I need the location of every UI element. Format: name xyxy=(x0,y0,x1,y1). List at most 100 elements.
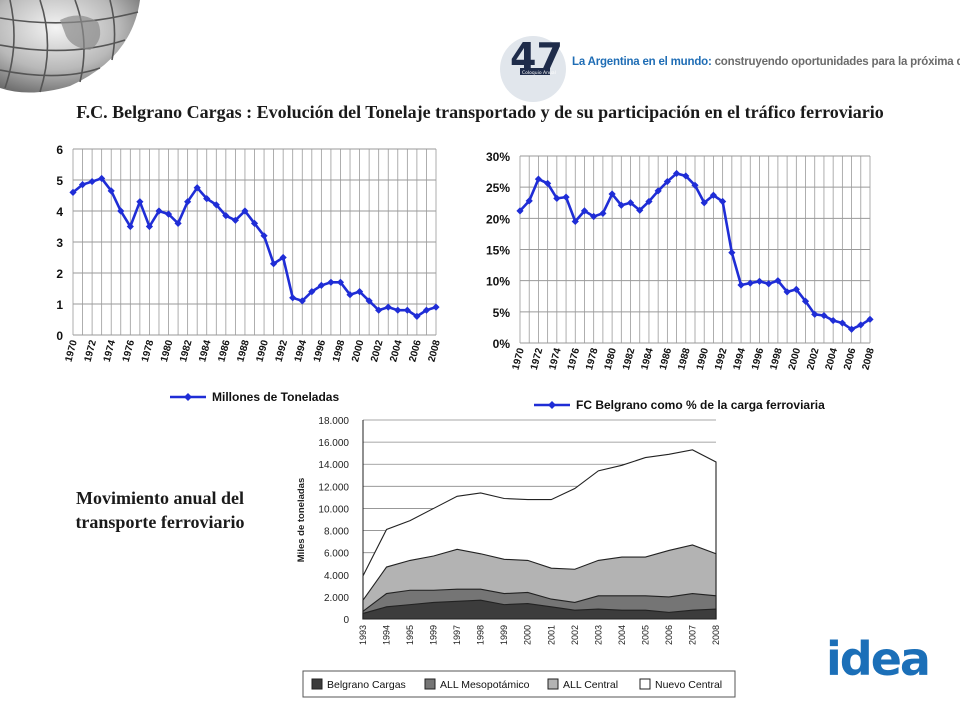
data-point xyxy=(422,306,431,314)
data-point xyxy=(346,291,354,299)
x-tick-label: 1980 xyxy=(159,339,175,364)
x-tick-label: 1992 xyxy=(713,347,729,372)
x-tick-label: 1998 xyxy=(331,339,347,364)
x-tick-label: 2003 xyxy=(593,625,603,645)
header-tagline: La Argentina en el mundo: construyendo o… xyxy=(572,56,960,68)
chart-movimiento-anual: 0 2.000 4.000 6.000 8.000 10.000 12.000 14.000 1… xyxy=(296,416,736,698)
area-band-1 xyxy=(362,599,717,620)
y-tick-label: 10% xyxy=(486,275,510,289)
x-tick-label: 2004 xyxy=(824,347,840,372)
x-tick-label: 1974 xyxy=(102,339,118,364)
x-tick-label: 1976 xyxy=(566,347,582,372)
data-point xyxy=(78,181,87,189)
y-tick-label: 25% xyxy=(486,181,510,195)
x-tick-label: 1972 xyxy=(83,339,99,364)
legend-label: ALL Central xyxy=(563,679,618,691)
data-point xyxy=(403,306,411,314)
data-point xyxy=(783,288,791,296)
data-point xyxy=(250,219,259,227)
x-tick-label: 2006 xyxy=(407,339,423,364)
legend-label: FC Belgrano como % de la carga ferroviar… xyxy=(576,398,825,412)
data-point xyxy=(355,288,364,296)
x-tick-label: 1980 xyxy=(603,347,619,372)
data-point xyxy=(203,195,211,203)
legend-marker xyxy=(548,401,556,409)
data-point xyxy=(562,193,570,201)
x-tick-label: 1997 xyxy=(452,625,462,645)
y-tick-label: 6 xyxy=(56,143,63,157)
data-point xyxy=(728,249,736,257)
tagline-rest: construyendo oportunidades para la próxi… xyxy=(714,56,960,68)
coloquio-47-logo-icon: 47 Coloquio Anual xyxy=(500,35,566,102)
x-tick-label: 1996 xyxy=(312,339,328,364)
data-point xyxy=(327,278,335,286)
data-point xyxy=(145,222,154,231)
x-tick-label: 1978 xyxy=(140,339,156,364)
globe-logo-icon xyxy=(0,0,140,93)
data-point xyxy=(682,172,690,180)
x-tick-label: 1993 xyxy=(358,625,368,645)
data-point xyxy=(829,316,837,325)
data-point xyxy=(654,187,662,195)
x-tick-label: 1970 xyxy=(511,347,527,372)
x-tick-label: 1984 xyxy=(197,339,213,364)
x-tick-label: 1972 xyxy=(529,347,545,372)
x-tick-label: 2004 xyxy=(388,339,404,364)
x-tick-label: 1996 xyxy=(750,347,766,372)
data-point xyxy=(193,184,201,192)
x-tick-label: 2000 xyxy=(523,625,533,645)
x-tick-label: 2006 xyxy=(664,625,674,645)
legend-label: Belgrano Cargas xyxy=(327,679,406,691)
x-tick-label: 1988 xyxy=(235,339,251,364)
y-tick-label: 4.000 xyxy=(324,571,349,582)
data-point xyxy=(155,207,163,215)
x-tick-label: 2002 xyxy=(570,625,580,645)
side-caption: Movimiento anual del transporte ferrovia… xyxy=(75,488,245,532)
data-point xyxy=(136,198,144,206)
x-tick-label: 1999 xyxy=(429,625,439,645)
data-point xyxy=(384,303,392,311)
page-title: F.C. Belgrano Cargas : Evolución del Ton… xyxy=(76,102,884,122)
legend-swatch xyxy=(311,678,323,690)
data-point xyxy=(241,207,249,215)
x-tick-label: 2004 xyxy=(617,625,627,645)
data-point xyxy=(663,177,671,186)
x-tick-label: 1982 xyxy=(178,339,194,364)
y-tick-label: 30% xyxy=(486,150,510,164)
data-point xyxy=(746,279,754,287)
y-tick-label: 10.000 xyxy=(318,504,349,515)
y-tick-label: 8.000 xyxy=(324,527,349,538)
chart-participacion: 0%5%10%15%20%25%30%1970 1972 1974 1976 1978 1… xyxy=(486,150,877,412)
x-tick-label: 1998 xyxy=(768,347,784,372)
data-point xyxy=(413,312,421,320)
data-point xyxy=(126,222,134,231)
x-tick-label: 2008 xyxy=(427,339,443,364)
legend-label: Millones de Toneladas xyxy=(212,390,339,404)
x-tick-label: 2008 xyxy=(861,347,877,372)
y-tick-label: 3 xyxy=(56,236,63,250)
data-point xyxy=(336,278,345,286)
y-tick-label: 2.000 xyxy=(324,593,349,604)
legend-marker xyxy=(184,393,192,401)
data-point xyxy=(164,210,173,218)
legend-swatch xyxy=(424,678,436,690)
y-tick-label: 0 xyxy=(343,615,349,626)
x-tick-label: 2002 xyxy=(369,339,385,364)
data-point xyxy=(184,198,192,206)
x-tick-label: 1994 xyxy=(382,625,392,645)
x-tick-label: 1998 xyxy=(476,625,486,645)
data-point xyxy=(69,188,77,196)
y-tick-label: 15% xyxy=(486,244,510,258)
data-point xyxy=(765,280,773,288)
data-point xyxy=(838,319,846,327)
y-tick-label: 1 xyxy=(56,298,63,312)
legend-swatch xyxy=(547,678,559,690)
x-tick-label: 2001 xyxy=(546,625,556,645)
data-point xyxy=(88,177,96,186)
y-tick-label: 14.000 xyxy=(318,460,349,471)
data-point xyxy=(516,207,524,215)
data-point xyxy=(617,201,625,209)
y-tick-label: 12.000 xyxy=(318,482,349,493)
legend-swatch xyxy=(639,678,651,690)
data-point xyxy=(857,321,865,329)
